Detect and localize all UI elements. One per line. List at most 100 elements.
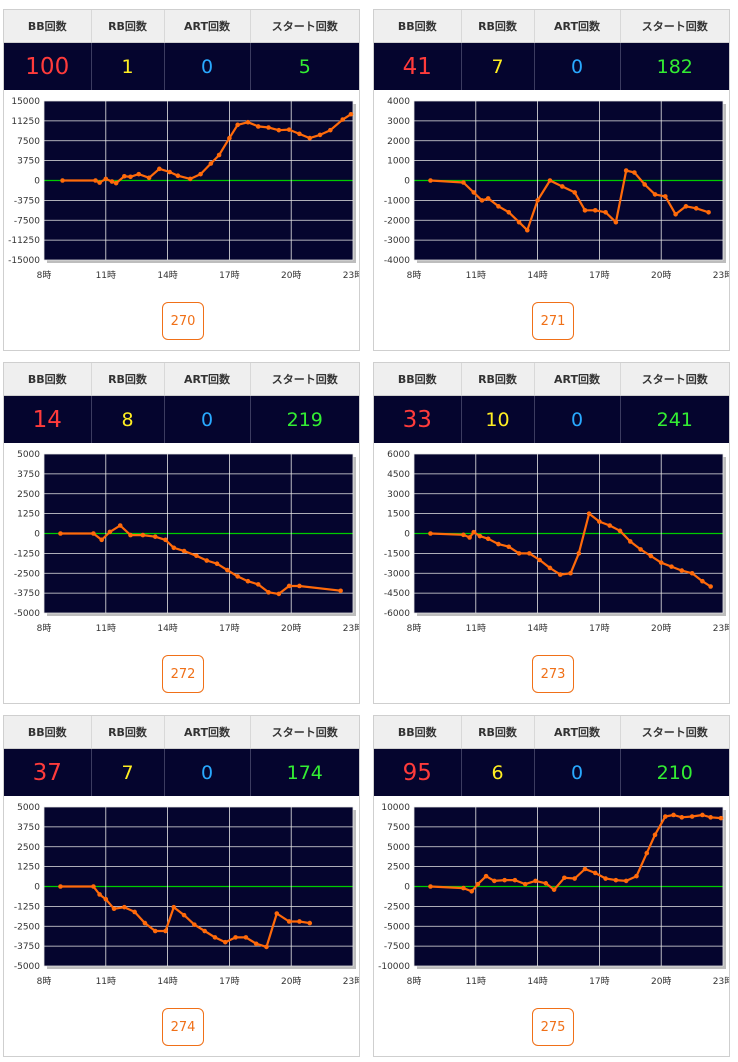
data-point bbox=[718, 815, 724, 821]
data-point bbox=[91, 531, 96, 536]
data-point bbox=[136, 171, 142, 177]
data-point bbox=[216, 152, 222, 158]
data-point bbox=[679, 815, 685, 820]
data-point bbox=[644, 850, 650, 856]
data-point bbox=[613, 219, 619, 225]
x-tick-label: 14時 bbox=[527, 270, 547, 281]
bb-header: BB回数 bbox=[4, 363, 92, 396]
y-tick-label: 15000 bbox=[11, 97, 40, 107]
bb-header: BB回数 bbox=[4, 10, 92, 43]
y-tick-label: -4000 bbox=[384, 256, 410, 266]
y-tick-label: -15000 bbox=[8, 256, 40, 266]
rb-count: 8 bbox=[91, 395, 165, 443]
data-point bbox=[663, 194, 668, 199]
data-point bbox=[93, 178, 98, 183]
bb-header: BB回数 bbox=[374, 716, 462, 749]
stats-value-row: 95 6 0 210 bbox=[374, 748, 729, 796]
data-point bbox=[198, 171, 203, 177]
art-header: ART回数 bbox=[534, 716, 621, 749]
data-point bbox=[461, 885, 466, 891]
data-point bbox=[551, 887, 557, 892]
data-point bbox=[576, 551, 582, 556]
x-tick-label: 20時 bbox=[651, 623, 671, 634]
y-tick-label: 1500 bbox=[387, 510, 410, 520]
y-tick-label: 3750 bbox=[17, 823, 40, 833]
stats-header-row: BB回数 RB回数 ART回数 スタート回数 bbox=[374, 10, 729, 43]
data-point bbox=[111, 906, 117, 912]
data-point bbox=[187, 176, 193, 182]
data-point bbox=[171, 904, 177, 910]
data-point bbox=[623, 168, 629, 173]
y-tick-label: 3000 bbox=[387, 117, 410, 127]
data-point bbox=[227, 135, 232, 141]
rb-count: 6 bbox=[461, 748, 535, 796]
stats-value-row: 14 8 0 219 bbox=[4, 395, 359, 443]
data-point bbox=[107, 529, 113, 535]
start-header: スタート回数 bbox=[620, 716, 729, 749]
data-point bbox=[194, 553, 199, 559]
data-point bbox=[163, 537, 168, 543]
data-point bbox=[103, 896, 109, 902]
stats-value-row: 41 7 0 182 bbox=[374, 42, 729, 90]
y-tick-label: -5000 bbox=[14, 609, 40, 619]
rb-count: 1 bbox=[91, 42, 165, 90]
data-point bbox=[286, 583, 292, 589]
y-tick-label: 0 bbox=[404, 177, 410, 187]
data-point bbox=[562, 875, 567, 881]
x-tick-label: 11時 bbox=[466, 976, 486, 987]
data-point bbox=[557, 572, 563, 577]
data-point bbox=[469, 888, 474, 894]
data-point bbox=[693, 206, 699, 211]
machine-number-button[interactable]: 275 bbox=[532, 1008, 574, 1046]
y-tick-label: -6000 bbox=[384, 609, 410, 619]
data-point bbox=[477, 533, 483, 539]
data-point bbox=[642, 182, 648, 187]
y-tick-label: 10000 bbox=[381, 803, 410, 813]
data-point bbox=[297, 583, 302, 589]
data-point bbox=[58, 531, 63, 536]
data-point bbox=[613, 877, 619, 883]
data-point bbox=[340, 117, 346, 122]
rb-count: 10 bbox=[461, 395, 535, 443]
data-point bbox=[522, 881, 528, 887]
data-point bbox=[467, 535, 472, 540]
x-tick-label: 20時 bbox=[651, 270, 671, 281]
machine-number-button[interactable]: 274 bbox=[162, 1008, 204, 1046]
data-point bbox=[700, 578, 705, 584]
data-point bbox=[525, 227, 530, 233]
machine-number-button[interactable]: 271 bbox=[532, 302, 574, 340]
machine-card: BB回数 RB回数 ART回数 スタート回数 14 8 0 219 5000 37… bbox=[3, 362, 360, 704]
data-point bbox=[113, 180, 119, 186]
data-point bbox=[266, 125, 271, 130]
data-point bbox=[428, 884, 433, 889]
x-tick-label: 11時 bbox=[466, 270, 486, 281]
x-tick-label: 17時 bbox=[219, 976, 239, 987]
x-tick-label: 23時 bbox=[343, 270, 359, 281]
data-point bbox=[253, 941, 259, 947]
data-point bbox=[255, 582, 261, 587]
data-point bbox=[276, 591, 282, 597]
data-point bbox=[222, 939, 228, 945]
slump-chart: 15000 11250 7500 3750 0 -3750 -7500 -11250 -1500… bbox=[8, 97, 359, 281]
x-tick-label: 8時 bbox=[37, 623, 52, 634]
data-point bbox=[286, 919, 292, 924]
machine-card: BB回数 RB回数 ART回数 スタート回数 95 6 0 210 10000 7… bbox=[373, 715, 730, 1057]
start-count: 5 bbox=[250, 42, 359, 90]
y-tick-label: 5000 bbox=[17, 803, 40, 813]
data-point bbox=[568, 570, 573, 576]
data-point bbox=[255, 124, 261, 129]
stats-table: BB回数 RB回数 ART回数 スタート回数 33 10 0 241 bbox=[374, 363, 729, 443]
stats-header-row: BB回数 RB回数 ART回数 スタート回数 bbox=[4, 10, 359, 43]
art-count: 0 bbox=[164, 748, 251, 796]
slump-chart: 6000 4500 3000 1500 0 -1500 -3000 -4500 -6000 8時 1… bbox=[384, 450, 729, 634]
y-tick-label: 3750 bbox=[17, 157, 40, 167]
data-point bbox=[689, 814, 695, 819]
data-point bbox=[527, 551, 532, 556]
data-point bbox=[109, 179, 115, 184]
data-point bbox=[338, 588, 343, 594]
machine-number-button[interactable]: 272 bbox=[162, 655, 204, 693]
machine-number-button[interactable]: 270 bbox=[162, 302, 204, 340]
machine-number-button[interactable]: 273 bbox=[532, 655, 574, 693]
data-point bbox=[60, 178, 65, 183]
data-point bbox=[623, 878, 629, 884]
